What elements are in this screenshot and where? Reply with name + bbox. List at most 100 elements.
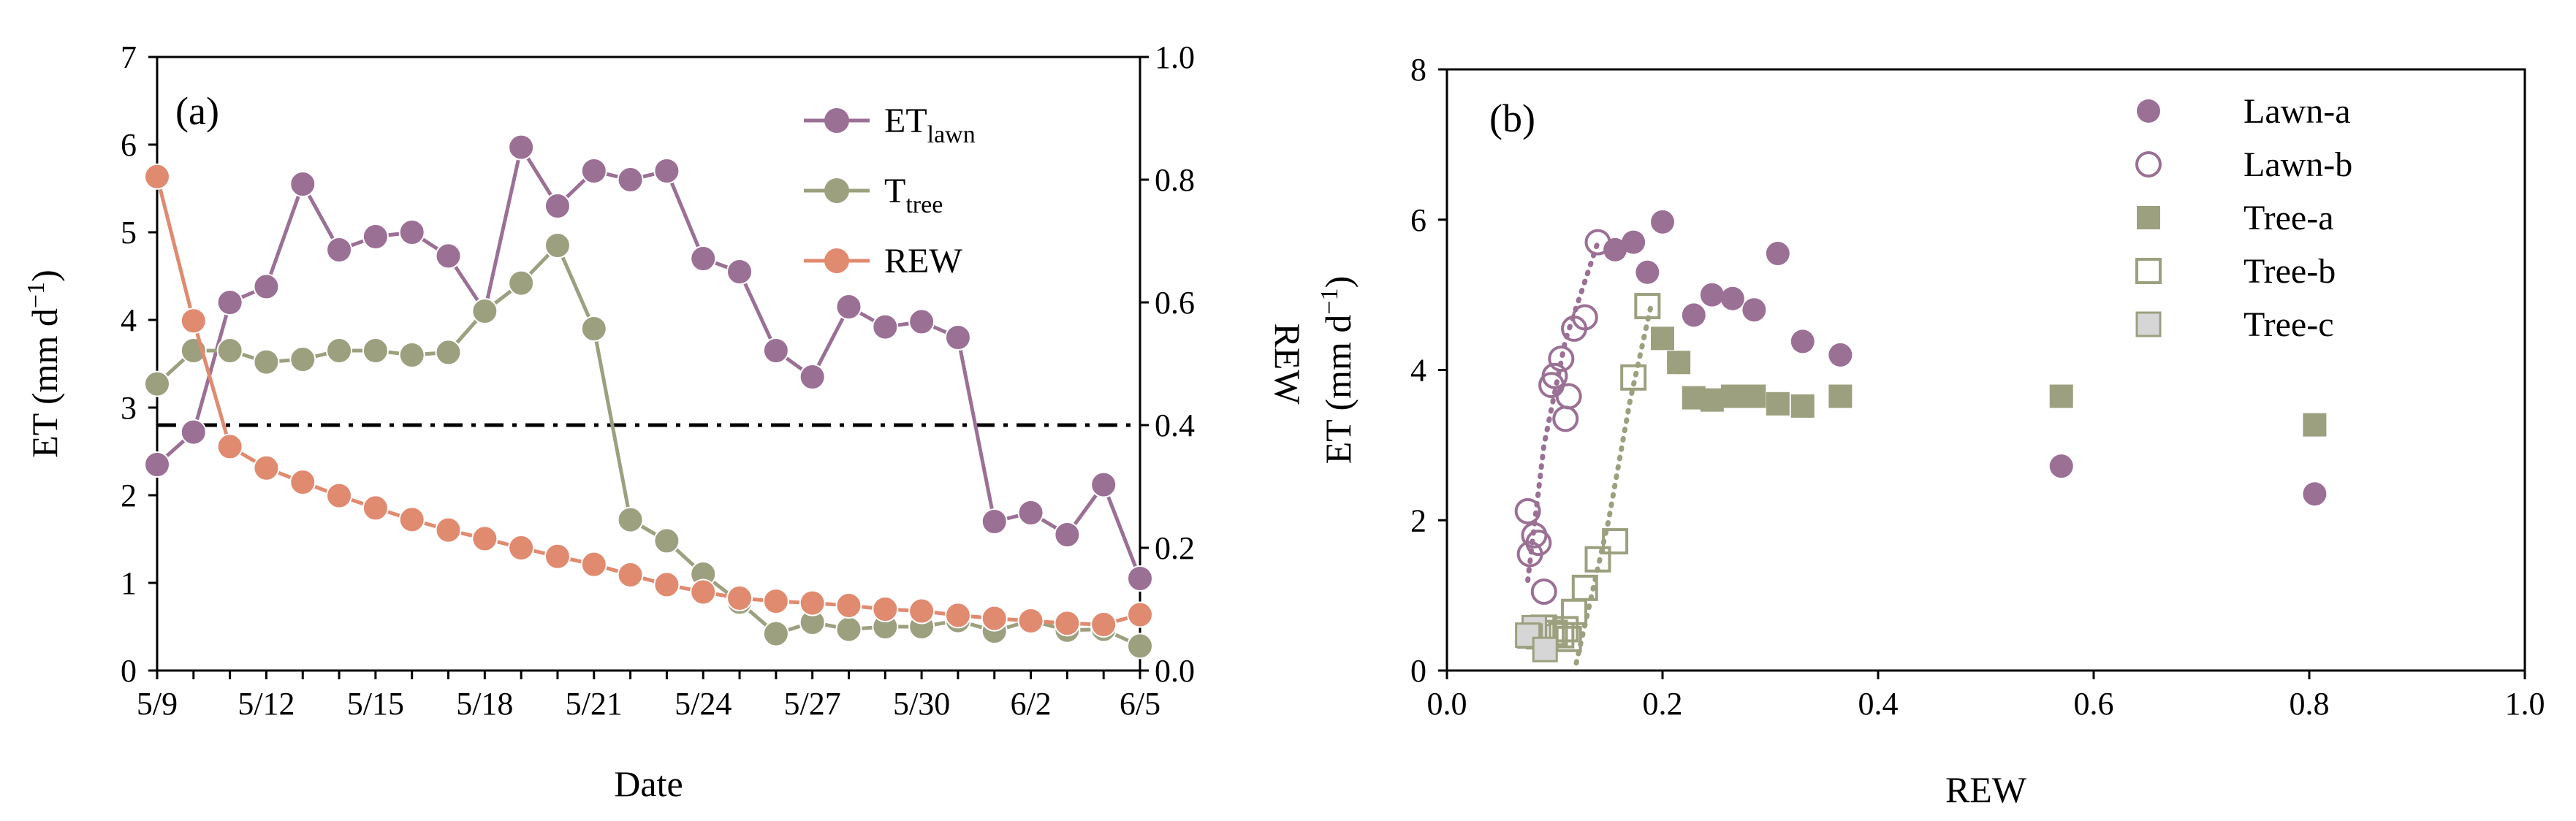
data-point-rew [944, 602, 971, 629]
legend-marker-tree-a [2137, 206, 2160, 229]
data-point-et-lawn [690, 245, 717, 272]
y-tick-label-a: 7 [121, 39, 137, 75]
legend-label-et-lawn: ETlawn [884, 102, 976, 148]
data-point-et-lawn [362, 224, 389, 250]
data-point-tree-b [1571, 574, 1598, 601]
data-point-t-tree [762, 620, 789, 647]
data-point-et-lawn [835, 294, 862, 320]
data-point-t-tree [508, 270, 535, 297]
data-point-rew [1017, 607, 1044, 634]
data-point-lawn-a [2049, 454, 2073, 478]
data-point-tree-a [1828, 384, 1853, 408]
data-point-et-lawn [216, 289, 243, 316]
data-point-lawn-a [1742, 298, 1766, 322]
legend-marker-t-tree [824, 178, 849, 203]
data-point-rew [653, 571, 680, 598]
y-tick-label-b: 0 [1410, 653, 1426, 689]
series-line-et-lawn [156, 142, 1142, 579]
y-axis-label-b: ET (mm d−1) [1316, 276, 1359, 464]
data-point-et-lawn [799, 364, 826, 390]
data-point-rew [762, 588, 789, 615]
legend-marker-lawn-a [2137, 99, 2160, 123]
data-point-t-tree [216, 337, 243, 364]
y-tick-label-a: 5 [121, 215, 137, 251]
data-point-t-tree [653, 527, 680, 554]
data-point-et-lawn [1017, 500, 1044, 526]
data-point-rew [144, 163, 170, 190]
x-tick-label-b: 0.6 [2074, 686, 2114, 722]
legend-label-main: ET [884, 102, 927, 140]
plot-frame-a [156, 56, 1141, 672]
data-point-rew [690, 578, 717, 606]
data-point-et-lawn [981, 508, 1008, 535]
x-axis-label-b: REW [1945, 769, 2027, 810]
legend-marker-tree-b [2135, 258, 2162, 284]
y-tick-label-a: 2 [121, 478, 137, 513]
data-point-rew [617, 561, 644, 588]
data-point-lawn-a [2303, 482, 2327, 506]
y-axis-label-a-close: ) [24, 270, 65, 282]
data-point-tree-a [2303, 413, 2327, 437]
data-point-rew [398, 506, 425, 533]
legend-label-main: T [884, 172, 905, 210]
data-point-et-lawn [398, 219, 425, 245]
data-point-rew [981, 605, 1008, 632]
data-point-rew [835, 592, 862, 619]
y-axis-label-b-main: ET (mm d [1318, 315, 1359, 465]
data-point-tree-a [1742, 384, 1766, 408]
legend-label-rew: REW [884, 242, 962, 280]
x-tick-label-a: 5/15 [347, 686, 404, 722]
data-point-et-lawn [253, 273, 280, 300]
panel-b: 0 2 4 6 8 0.0 0.2 0.4 0.6 0.8 1.0 REW ET (mm d−1) Law… [1316, 52, 2545, 810]
data-point-rew [326, 482, 353, 509]
panel-label-b: (b) [1489, 96, 1535, 140]
data-point-et-lawn [762, 337, 789, 364]
y-tick-label-a: 6 [121, 127, 137, 163]
data-point-tree-b [1602, 528, 1629, 555]
x-tick-label-a: 5/27 [784, 686, 841, 722]
y-tick-label-b: 2 [1410, 503, 1426, 538]
data-point-lawn-a [1635, 260, 1660, 284]
legend-label-lawn-b: Lawn-b [2243, 145, 2352, 184]
data-point-t-tree [1127, 633, 1153, 660]
y-tick-label-a: 1 [121, 565, 137, 601]
data-point-tree-a [1682, 386, 1706, 410]
data-point-t-tree [835, 616, 862, 643]
data-point-rew [872, 596, 899, 622]
data-point-rew [289, 469, 316, 496]
data-point-et-lawn [508, 134, 535, 161]
data-point-et-lawn [1090, 471, 1117, 498]
y-tick-label-b: 4 [1410, 353, 1426, 389]
x-tick-label-b: 0.8 [2290, 686, 2330, 722]
data-point-tree-a [1766, 392, 1790, 416]
plot-frame-b [1445, 68, 2526, 672]
data-point-et-lawn [617, 167, 644, 193]
y-tick-label-a: 3 [121, 390, 137, 426]
x-tick-label-a: 5/24 [675, 686, 732, 722]
data-point-tree-b [1620, 364, 1647, 391]
data-point-tree-c [1515, 622, 1541, 649]
data-point-lawn-b [1538, 372, 1565, 399]
y-axis-label-b-close: ) [1318, 276, 1359, 289]
data-point-et-lawn [289, 171, 316, 197]
data-point-et-lawn [908, 308, 935, 335]
data-point-rew [1127, 601, 1153, 628]
y2-axis-label-a: REW [1267, 323, 1308, 405]
data-point-t-tree [253, 348, 280, 375]
x-tick-label-b: 0.0 [1427, 686, 1467, 722]
data-point-rew [544, 543, 571, 570]
data-point-lawn-a [1790, 329, 1815, 354]
data-point-rew [1090, 611, 1117, 638]
data-point-et-lawn [872, 313, 899, 340]
data-point-lawn-a [1700, 283, 1724, 307]
data-point-tree-a [1651, 327, 1674, 351]
legend-label-tree-b: Tree-b [2243, 252, 2336, 291]
legend-label-t-tree: Ttree [884, 172, 943, 218]
fit-line-b [1525, 240, 1600, 584]
y-tick-label-b: 6 [1410, 202, 1426, 238]
data-point-et-lawn [726, 259, 753, 285]
y-axis-label-a-main: ET (mm d [24, 308, 65, 458]
data-point-rew [216, 433, 243, 460]
legend-label-main: REW [884, 242, 962, 280]
